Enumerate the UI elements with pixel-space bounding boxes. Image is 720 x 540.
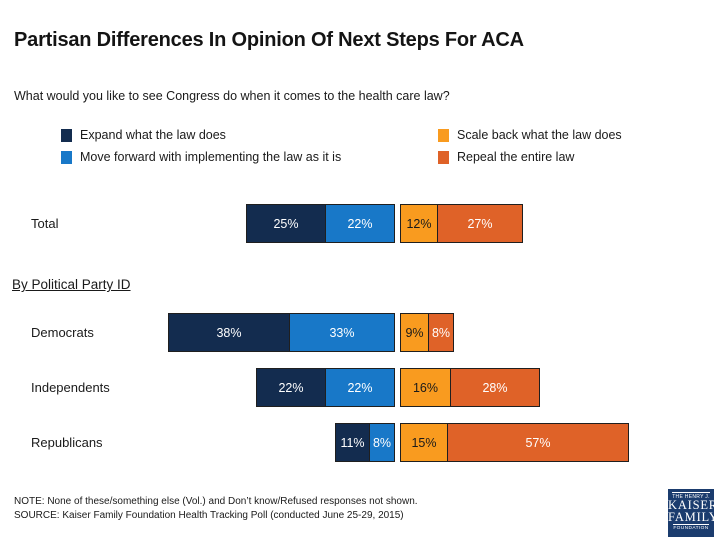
bar-row-republicans: Republicans 11% 8% 15% 57% <box>0 423 720 462</box>
bar-group-left: 11% 8% <box>335 423 395 462</box>
category-label: Total <box>31 216 59 231</box>
kff-foundation-logo: THE HENRY J. KAISER FAMILY FOUNDATION <box>668 489 719 537</box>
category-label: Independents <box>31 380 110 395</box>
bar-segment: 33% <box>289 313 395 352</box>
bar-group-left: 22% 22% <box>256 368 395 407</box>
source-text: SOURCE: Kaiser Family Foundation Health … <box>14 510 404 521</box>
bar-group-right: 12% 27% <box>400 204 523 243</box>
bar-segment: 38% <box>168 313 290 352</box>
legend-item-repeal: Repeal the entire law <box>438 149 574 165</box>
bar-group-right: 16% 28% <box>400 368 540 407</box>
legend-label: Repeal the entire law <box>457 150 575 164</box>
legend-label: Move forward with implementing the law a… <box>80 150 342 164</box>
bar-segment: 16% <box>400 368 451 407</box>
legend-item-expand: Expand what the law does <box>61 127 226 143</box>
bar-segment: 22% <box>325 204 395 243</box>
chart-question-subtitle: What would you like to see Congress do w… <box>14 89 450 103</box>
note-text: NOTE: None of these/something else (Vol.… <box>14 496 418 507</box>
legend-item-move-forward: Move forward with implementing the law a… <box>61 149 341 165</box>
bar-row-independents: Independents 22% 22% 16% 28% <box>0 368 720 407</box>
legend-label: Expand what the law does <box>80 128 226 142</box>
bar-row-total: Total 25% 22% 12% 27% <box>0 204 720 243</box>
footnote-block: NOTE: None of these/something else (Vol.… <box>14 495 574 523</box>
section-header-party-id: By Political Party ID <box>12 277 131 292</box>
bar-segment: 28% <box>450 368 540 407</box>
bar-segment: 8% <box>369 423 395 462</box>
bar-group-left: 25% 22% <box>246 204 395 243</box>
bar-group-left: 38% 33% <box>168 313 395 352</box>
bar-segment: 57% <box>447 423 629 462</box>
bar-segment: 8% <box>428 313 454 352</box>
legend-item-scale-back: Scale back what the law does <box>438 127 622 143</box>
bar-segment: 22% <box>256 368 326 407</box>
bar-segment: 27% <box>437 204 523 243</box>
page-title: Partisan Differences In Opinion Of Next … <box>14 29 524 51</box>
legend-label: Scale back what the law does <box>457 128 622 142</box>
legend-swatch-scale-back <box>438 128 449 142</box>
bar-group-right: 9% 8% <box>400 313 454 352</box>
bar-segment: 9% <box>400 313 429 352</box>
legend-swatch-expand <box>61 128 72 142</box>
kff-logo-line-top: THE HENRY J. <box>672 492 710 500</box>
legend-swatch-move-forward <box>61 150 72 164</box>
kff-logo-kaiser: KAISER <box>668 498 718 512</box>
kff-logo-family: FAMILY <box>668 509 719 524</box>
bar-row-democrats: Democrats 38% 33% 9% 8% <box>0 313 720 352</box>
bar-segment: 11% <box>335 423 370 462</box>
bar-segment: 12% <box>400 204 438 243</box>
bar-segment: 15% <box>400 423 448 462</box>
category-label: Democrats <box>31 325 94 340</box>
bar-group-right: 15% 57% <box>400 423 629 462</box>
kff-logo-foundation: FOUNDATION <box>673 524 709 531</box>
bar-segment: 25% <box>246 204 326 243</box>
legend-swatch-repeal <box>438 150 449 164</box>
category-label: Republicans <box>31 435 103 450</box>
bar-segment: 22% <box>325 368 395 407</box>
